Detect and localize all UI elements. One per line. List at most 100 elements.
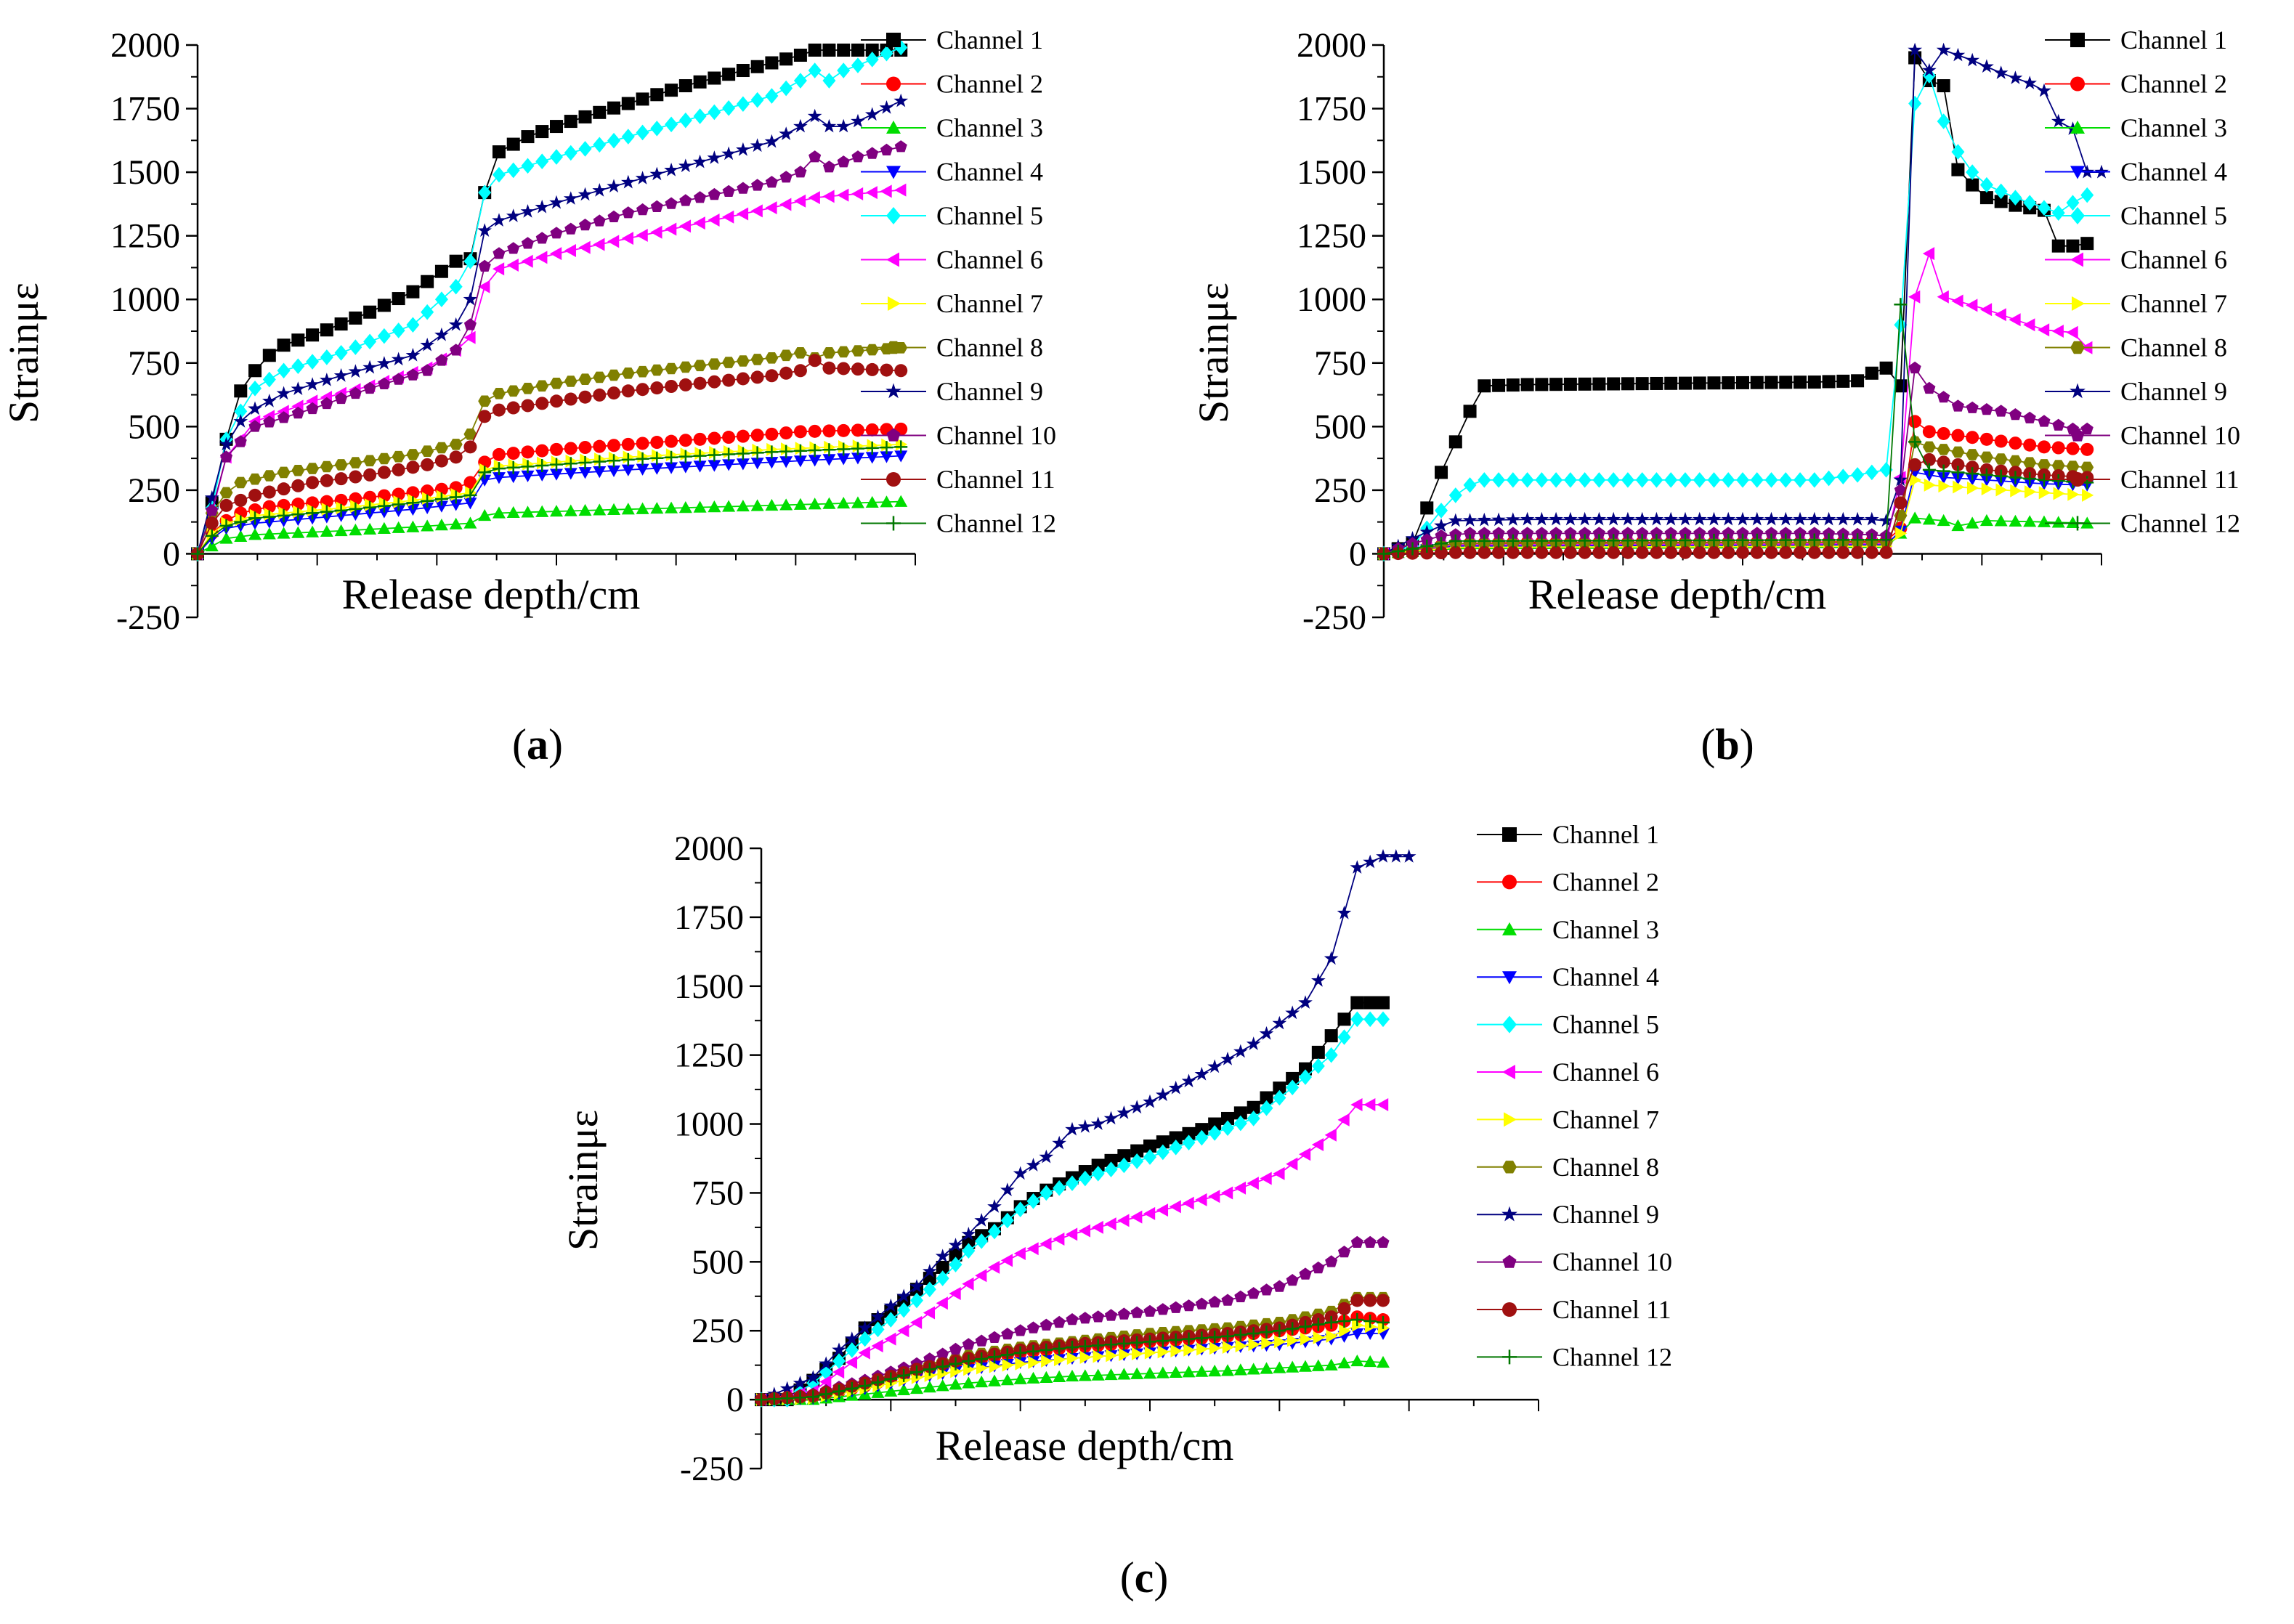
data-point bbox=[665, 362, 678, 375]
data-point bbox=[822, 118, 837, 133]
data-point bbox=[1406, 542, 1419, 556]
data-point bbox=[2052, 418, 2065, 431]
data-point bbox=[377, 452, 391, 465]
data-point bbox=[1324, 1029, 1338, 1043]
data-point bbox=[936, 1379, 949, 1392]
series-line bbox=[1383, 73, 2088, 555]
data-point bbox=[1053, 1341, 1066, 1355]
data-point bbox=[1693, 472, 1706, 488]
data-point bbox=[845, 1341, 859, 1358]
data-point bbox=[1951, 446, 1965, 458]
data-point bbox=[593, 214, 606, 227]
data-point bbox=[832, 1365, 845, 1379]
data-point bbox=[650, 436, 664, 450]
data-point bbox=[923, 1306, 936, 1320]
data-point bbox=[564, 222, 577, 235]
legend-item: Channel 1 bbox=[1477, 820, 1659, 849]
data-point bbox=[392, 521, 405, 533]
data-point bbox=[1634, 511, 1650, 526]
data-point bbox=[578, 441, 592, 455]
data-point bbox=[520, 204, 535, 218]
data-point bbox=[1894, 483, 1907, 496]
data-point bbox=[1578, 472, 1592, 488]
data-point bbox=[262, 349, 276, 362]
data-point bbox=[1130, 1336, 1144, 1349]
data-point bbox=[793, 1376, 808, 1389]
data-point bbox=[306, 328, 320, 342]
data-point bbox=[1078, 1119, 1093, 1133]
data-point bbox=[1492, 472, 1506, 488]
data-point bbox=[1209, 1341, 1222, 1355]
data-point bbox=[234, 529, 248, 543]
data-point bbox=[949, 1248, 962, 1262]
data-point bbox=[1865, 545, 1878, 559]
data-point bbox=[1363, 1235, 1377, 1248]
data-point bbox=[837, 423, 851, 437]
data-point bbox=[392, 373, 405, 385]
legend-item: Channel 2 bbox=[2045, 70, 2227, 99]
series-channel-10 bbox=[191, 140, 907, 559]
data-point bbox=[1363, 996, 1377, 1010]
data-point bbox=[636, 502, 649, 514]
data-point bbox=[678, 461, 692, 474]
data-point bbox=[884, 1312, 898, 1328]
data-point bbox=[363, 381, 376, 394]
data-point bbox=[1259, 1026, 1274, 1040]
data-point bbox=[277, 527, 291, 539]
data-point bbox=[1463, 534, 1477, 548]
data-point bbox=[1260, 1091, 1273, 1105]
data-point bbox=[1722, 527, 1735, 539]
data-point bbox=[363, 522, 377, 535]
data-point bbox=[1273, 1089, 1286, 1106]
data-point bbox=[1822, 375, 1836, 389]
legend-item: Channel 10 bbox=[1477, 1248, 1672, 1277]
y-tick-label: 0 bbox=[1349, 535, 1366, 573]
data-point bbox=[765, 427, 779, 441]
data-point bbox=[650, 364, 664, 376]
data-point bbox=[1026, 1371, 1040, 1384]
data-point bbox=[1350, 1328, 1364, 1341]
data-point bbox=[1994, 514, 2008, 527]
data-point bbox=[1936, 42, 1951, 57]
data-point bbox=[936, 1260, 949, 1274]
data-point bbox=[306, 506, 320, 520]
data-point bbox=[234, 384, 248, 398]
data-point bbox=[1520, 534, 1534, 548]
data-point bbox=[1117, 1368, 1131, 1380]
data-point bbox=[1078, 1224, 1091, 1238]
data-point bbox=[448, 317, 463, 331]
data-point bbox=[1851, 545, 1865, 559]
data-point bbox=[1706, 511, 1722, 526]
data-point bbox=[478, 184, 492, 200]
data-point bbox=[1066, 1369, 1079, 1382]
data-point bbox=[363, 468, 377, 482]
legend-marker bbox=[2070, 166, 2085, 179]
data-point bbox=[1299, 1062, 1312, 1076]
data-point bbox=[1182, 1134, 1196, 1150]
data-point bbox=[1170, 1301, 1183, 1313]
data-point bbox=[865, 423, 879, 437]
data-point bbox=[320, 524, 333, 537]
legend: Channel 1 Channel 2 Channel 3 Channel 4 Chan… bbox=[2045, 25, 2240, 538]
data-point bbox=[1260, 1100, 1273, 1116]
data-point bbox=[1221, 1294, 1234, 1306]
data-point bbox=[1851, 374, 1865, 388]
legend-item: Channel 2 bbox=[1477, 867, 1659, 896]
data-point bbox=[1693, 533, 1706, 547]
data-point bbox=[521, 399, 535, 413]
legend-item: Channel 9 bbox=[1477, 1200, 1659, 1229]
data-point bbox=[1053, 1315, 1066, 1328]
y-tick-label: -250 bbox=[116, 598, 180, 637]
data-point bbox=[722, 447, 736, 461]
data-point bbox=[291, 465, 305, 476]
data-point bbox=[463, 516, 477, 529]
data-point bbox=[1363, 1314, 1377, 1328]
legend-marker bbox=[1504, 1112, 1517, 1127]
data-point bbox=[793, 364, 807, 378]
data-point bbox=[234, 493, 248, 507]
data-point bbox=[975, 1352, 989, 1366]
legend-label: Channel 11 bbox=[936, 465, 1055, 494]
data-point bbox=[1286, 1071, 1300, 1085]
data-point bbox=[1664, 472, 1678, 488]
data-point bbox=[1377, 1294, 1390, 1307]
